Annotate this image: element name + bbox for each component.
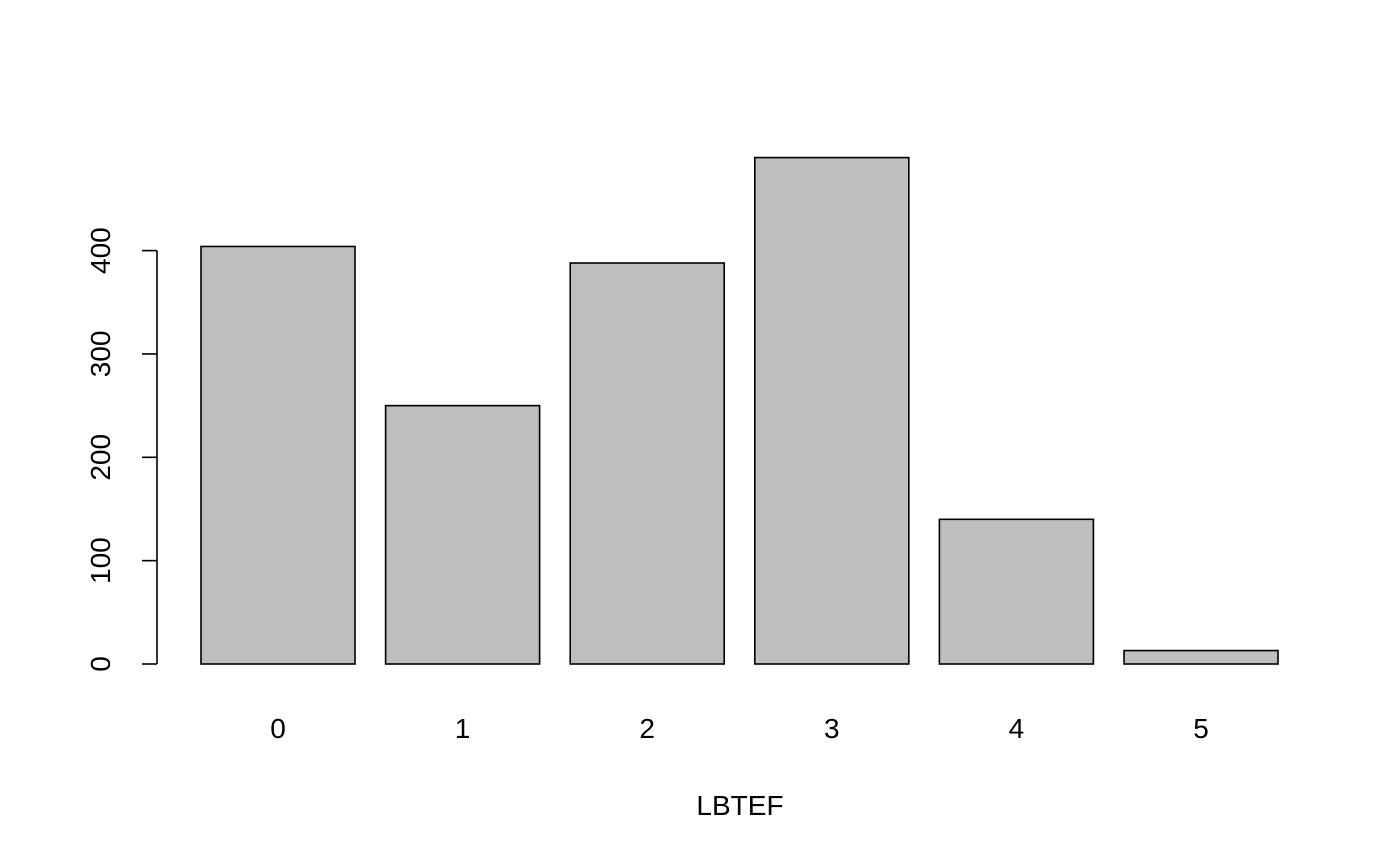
y-tick-label-0: 0	[85, 656, 116, 672]
bars-layer	[200, 156, 1279, 665]
y-tick-label-200: 200	[85, 434, 116, 481]
y-tick-label-100: 100	[85, 537, 116, 584]
y-tick-label-300: 300	[85, 331, 116, 378]
x-tick-label-1: 1	[455, 713, 471, 744]
x-tick-label-5: 5	[1193, 713, 1209, 744]
bar-0	[200, 245, 356, 665]
bar-5	[1123, 649, 1279, 665]
x-tick-label-4: 4	[1009, 713, 1025, 744]
bar-2	[569, 262, 726, 665]
x-tick-label-3: 3	[824, 713, 840, 744]
x-tick-label-2: 2	[639, 713, 655, 744]
bar-3	[753, 156, 910, 665]
bar-4	[938, 518, 1095, 665]
x-tick-label-0: 0	[270, 713, 286, 744]
bar-1	[384, 404, 541, 665]
y-axis: 0 100 200 300 400	[85, 227, 158, 672]
x-axis-title: LBTEF	[696, 790, 783, 821]
y-tick-label-400: 400	[85, 227, 116, 274]
x-axis-tick-labels: 0 1 2 3 4 5	[270, 713, 1209, 744]
